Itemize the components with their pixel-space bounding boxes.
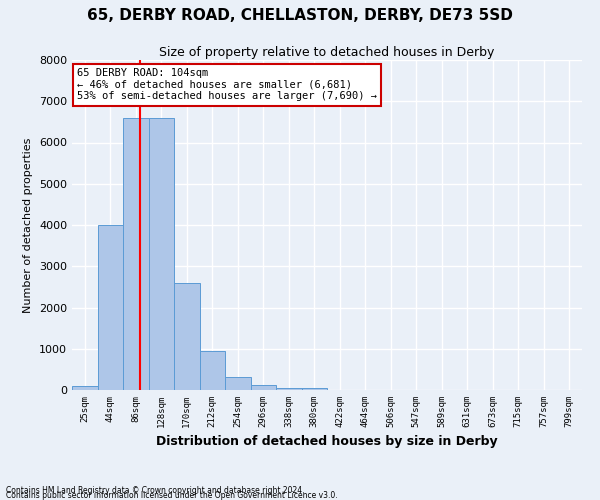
Bar [174,283,199,390]
Bar [97,225,123,390]
Bar [72,386,97,390]
Text: 65 DERBY ROAD: 104sqm
← 46% of detached houses are smaller (6,681)
53% of semi-d: 65 DERBY ROAD: 104sqm ← 46% of detached … [77,68,377,102]
Bar [225,377,251,390]
X-axis label: Distribution of detached houses by size in Derby: Distribution of detached houses by size … [156,436,498,448]
Bar [149,118,174,390]
Bar [302,388,327,390]
Bar [199,351,225,390]
Text: 65, DERBY ROAD, CHELLASTON, DERBY, DE73 5SD: 65, DERBY ROAD, CHELLASTON, DERBY, DE73 … [87,8,513,22]
Text: Contains public sector information licensed under the Open Government Licence v3: Contains public sector information licen… [6,491,338,500]
Bar [123,118,149,390]
Text: Contains HM Land Registry data © Crown copyright and database right 2024.: Contains HM Land Registry data © Crown c… [6,486,305,495]
Bar [276,388,302,390]
Bar [251,386,276,390]
Title: Size of property relative to detached houses in Derby: Size of property relative to detached ho… [160,46,494,59]
Y-axis label: Number of detached properties: Number of detached properties [23,138,34,312]
